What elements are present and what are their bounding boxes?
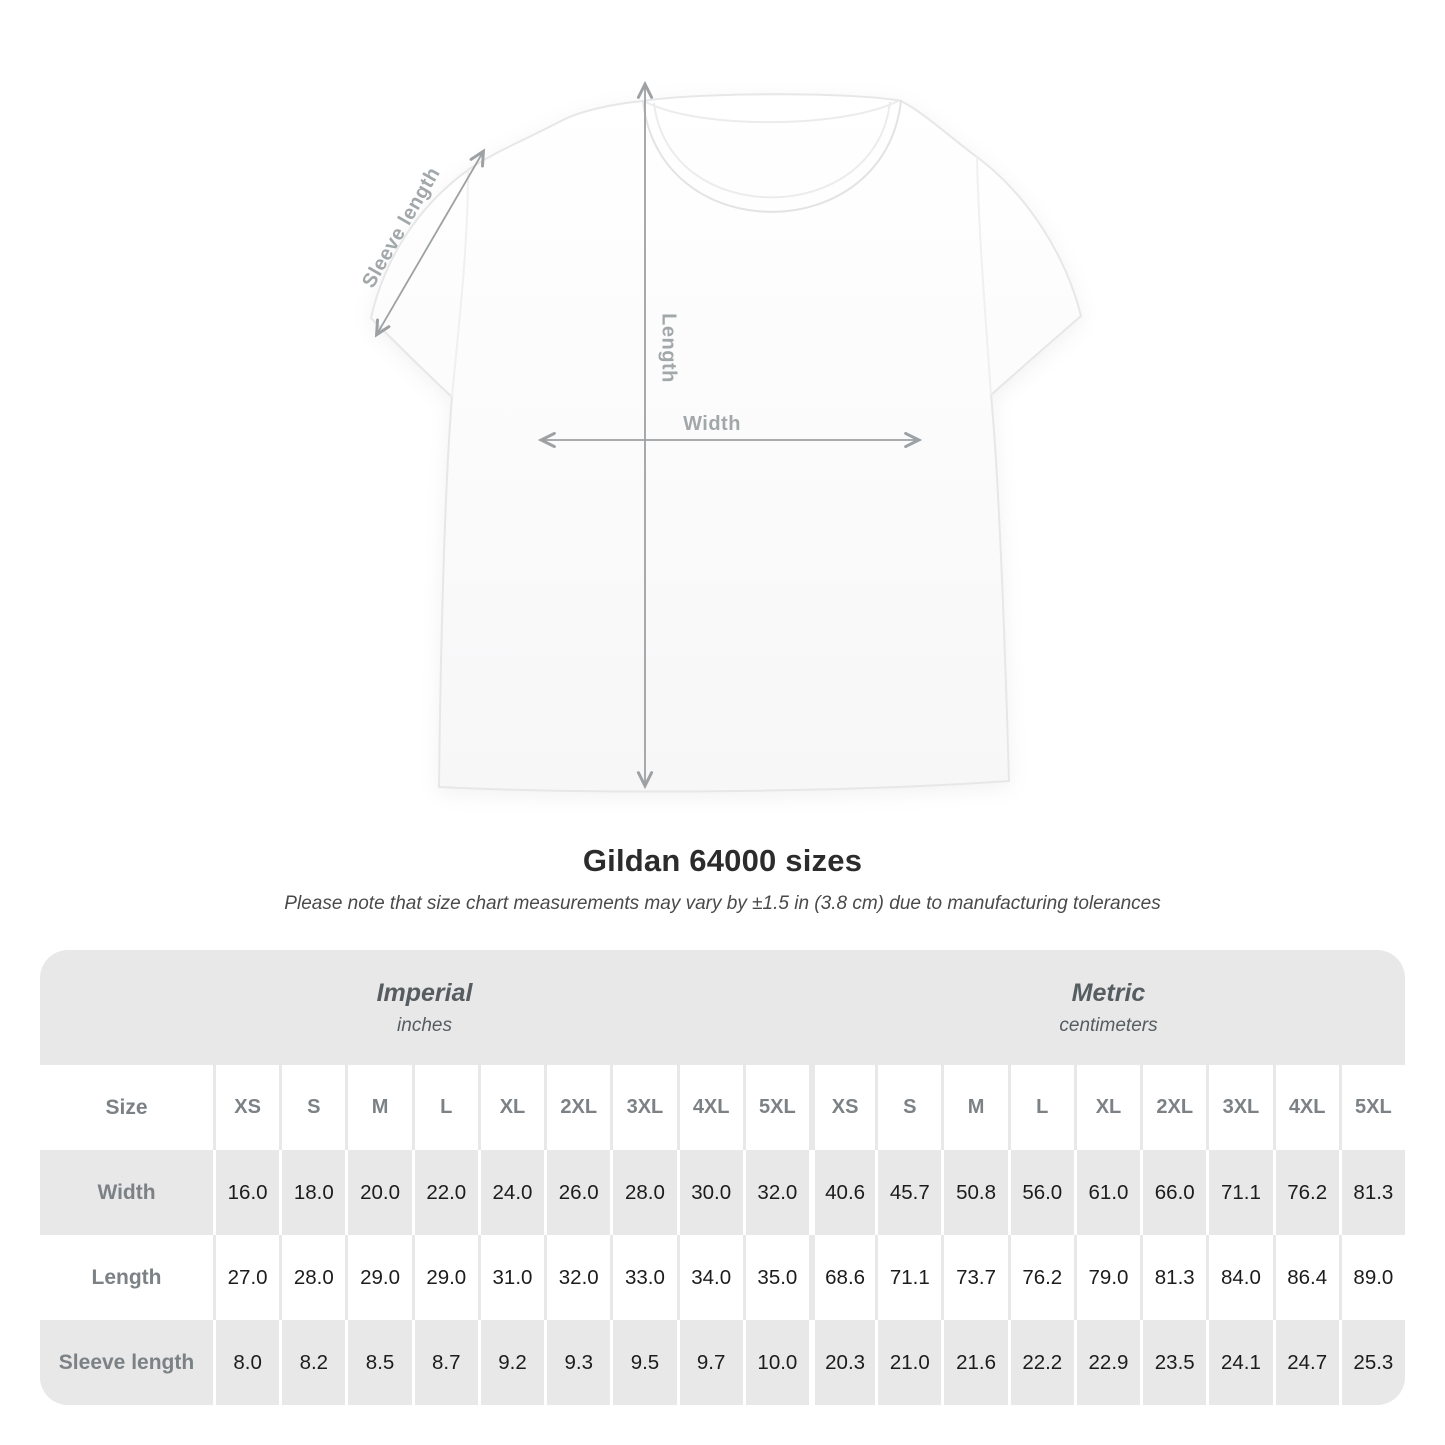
value-cell-imperial: 35.0 — [745, 1235, 809, 1320]
value-cell-metric: 84.0 — [1209, 1235, 1273, 1320]
value-cell-metric: 22.9 — [1076, 1320, 1141, 1405]
value-cell-imperial: 28.0 — [613, 1150, 677, 1235]
size-col-metric-xs: XS — [811, 1065, 876, 1150]
value-cell-metric: 73.7 — [944, 1235, 1008, 1320]
metric-unit-group: Metric centimeters — [812, 950, 1405, 1065]
value-cell-imperial: 16.0 — [216, 1150, 280, 1235]
value-cell-imperial: 9.7 — [679, 1320, 743, 1405]
value-cell-imperial: 8.2 — [282, 1320, 346, 1405]
value-cell-imperial: 18.0 — [282, 1150, 346, 1235]
size-col-imperial-xs: XS — [216, 1065, 280, 1150]
row-label: Sleeve length — [40, 1320, 213, 1405]
value-cell-imperial: 27.0 — [216, 1235, 280, 1320]
value-cell-imperial: 33.0 — [613, 1235, 677, 1320]
value-cell-metric: 50.8 — [944, 1150, 1008, 1235]
size-col-imperial-4xl: 4XL — [679, 1065, 743, 1150]
size-header-row: Size XS S M L XL 2XL 3XL 4XL 5XL XS S M L XL 2XL 3XL 4XL 5… — [40, 1065, 1405, 1150]
size-col-metric-2xl: 2XL — [1143, 1065, 1207, 1150]
value-cell-imperial: 8.0 — [216, 1320, 280, 1405]
value-cell-imperial: 28.0 — [282, 1235, 346, 1320]
measurement-rows: Width 16.0 18.0 20.0 22.0 24.0 26.0 28.0 30.0 32.… — [40, 1150, 1405, 1405]
value-cell-imperial: 29.0 — [348, 1235, 412, 1320]
size-col-metric-s: S — [878, 1065, 942, 1150]
value-cell-imperial: 31.0 — [480, 1235, 545, 1320]
page-title: Gildan 64000 sizes — [582, 843, 863, 878]
value-cell-metric: 71.1 — [878, 1235, 942, 1320]
imperial-unit: inches — [397, 1014, 452, 1036]
value-cell-imperial: 9.5 — [613, 1320, 677, 1405]
value-cell-metric: 45.7 — [878, 1150, 942, 1235]
value-cell-metric: 79.0 — [1076, 1235, 1141, 1320]
imperial-unit-group: Imperial inches — [40, 950, 809, 1065]
value-cell-metric: 21.6 — [944, 1320, 1008, 1405]
value-cell-metric: 81.3 — [1341, 1150, 1405, 1235]
length-label: Length — [658, 313, 680, 383]
size-col-metric-l: L — [1010, 1065, 1074, 1150]
value-cell-metric: 68.6 — [811, 1235, 876, 1320]
value-cell-imperial: 8.7 — [414, 1320, 478, 1405]
metric-label: Metric — [1071, 978, 1146, 1007]
value-cell-metric: 56.0 — [1010, 1150, 1074, 1235]
value-cell-metric: 76.2 — [1275, 1150, 1339, 1235]
value-cell-imperial: 10.0 — [745, 1320, 809, 1405]
value-cell-metric: 20.3 — [811, 1320, 876, 1405]
value-cell-imperial: 32.0 — [547, 1235, 611, 1320]
size-col-imperial-3xl: 3XL — [613, 1065, 677, 1150]
size-col-metric-5xl: 5XL — [1341, 1065, 1405, 1150]
value-cell-metric: 40.6 — [811, 1150, 876, 1235]
row-label: Length — [40, 1235, 213, 1320]
unit-header-row: Imperial inches Metric centimeters — [40, 950, 1405, 1065]
value-cell-imperial: 30.0 — [679, 1150, 743, 1235]
row-width: Width 16.0 18.0 20.0 22.0 24.0 26.0 28.0 30.0 32.… — [40, 1150, 1405, 1235]
size-col-imperial-l: L — [414, 1065, 478, 1150]
size-col-imperial-xl: XL — [480, 1065, 545, 1150]
size-col-metric-3xl: 3XL — [1209, 1065, 1273, 1150]
size-col-imperial-s: S — [282, 1065, 346, 1150]
tshirt-measurement-figure: Sleeve length Length Width — [358, 0, 1083, 793]
value-cell-imperial: 24.0 — [480, 1150, 545, 1235]
value-cell-metric: 25.3 — [1341, 1320, 1405, 1405]
value-cell-metric: 86.4 — [1275, 1235, 1339, 1320]
value-cell-imperial: 34.0 — [679, 1235, 743, 1320]
value-cell-imperial: 8.5 — [348, 1320, 412, 1405]
row-length: Length 27.0 28.0 29.0 29.0 31.0 32.0 33.0 34.0 35… — [40, 1235, 1405, 1320]
value-cell-metric: 71.1 — [1209, 1150, 1273, 1235]
size-col-imperial-5xl: 5XL — [745, 1065, 809, 1150]
value-cell-metric: 76.2 — [1010, 1235, 1074, 1320]
value-cell-metric: 24.7 — [1275, 1320, 1339, 1405]
value-cell-metric: 21.0 — [878, 1320, 942, 1405]
row-sleeve-length: Sleeve length 8.0 8.2 8.5 8.7 9.2 9.3 9.5 9.7 10.… — [40, 1320, 1405, 1405]
width-label: Width — [683, 413, 741, 435]
imperial-label: Imperial — [376, 978, 473, 1007]
value-cell-imperial: 22.0 — [414, 1150, 478, 1235]
value-cell-metric: 81.3 — [1143, 1235, 1207, 1320]
value-cell-metric: 89.0 — [1341, 1235, 1405, 1320]
size-col-metric-xl: XL — [1076, 1065, 1141, 1150]
size-col-metric-m: M — [944, 1065, 1008, 1150]
metric-unit: centimeters — [1059, 1014, 1158, 1036]
value-cell-imperial: 9.3 — [547, 1320, 611, 1405]
value-cell-imperial: 26.0 — [547, 1150, 611, 1235]
size-header-label: Size — [40, 1065, 213, 1150]
value-cell-metric: 66.0 — [1143, 1150, 1207, 1235]
tshirt-illustration — [369, 93, 1083, 793]
value-cell-imperial: 32.0 — [745, 1150, 809, 1235]
tolerance-note: Please note that size chart measurements… — [284, 893, 1161, 914]
value-cell-metric: 23.5 — [1143, 1320, 1207, 1405]
size-chart-card: Imperial inches Metric centimeters Size X… — [40, 950, 1405, 1405]
value-cell-imperial: 20.0 — [348, 1150, 412, 1235]
value-cell-imperial: 29.0 — [414, 1235, 478, 1320]
value-cell-metric: 24.1 — [1209, 1320, 1273, 1405]
size-col-imperial-m: M — [348, 1065, 412, 1150]
value-cell-imperial: 9.2 — [480, 1320, 545, 1405]
size-col-metric-4xl: 4XL — [1275, 1065, 1339, 1150]
value-cell-metric: 22.2 — [1010, 1320, 1074, 1405]
sleeve-length-arrow — [377, 152, 483, 334]
value-cell-metric: 61.0 — [1076, 1150, 1141, 1235]
row-label: Width — [40, 1150, 213, 1235]
size-col-imperial-2xl: 2XL — [547, 1065, 611, 1150]
